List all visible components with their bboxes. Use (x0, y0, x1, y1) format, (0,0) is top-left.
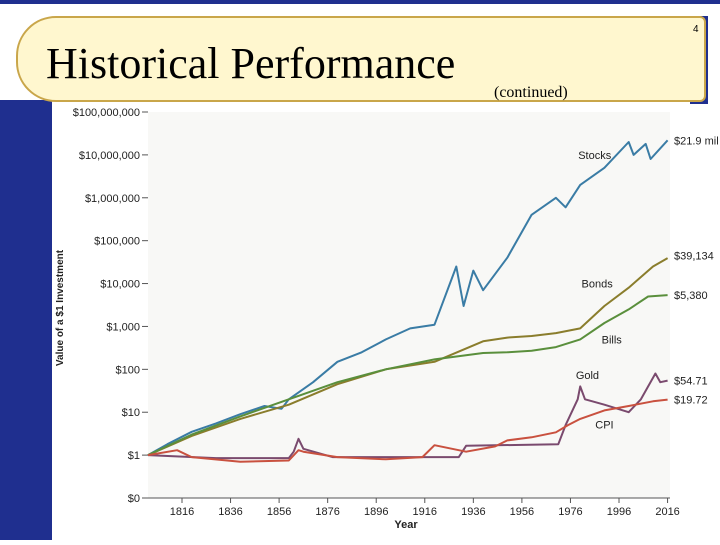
stocks-line (147, 139, 669, 456)
y-tick-label: $10,000,000 (79, 150, 140, 162)
y-tick-label: $1,000,000 (85, 193, 140, 205)
y-tick-label: $100 (116, 364, 140, 376)
x-tick-label: 1916 (413, 506, 437, 518)
x-tick-label: 1876 (315, 506, 339, 518)
left-sidebar-bar (0, 100, 52, 540)
y-tick-label: $100,000,000 (73, 107, 140, 119)
x-tick-label: 1856 (267, 506, 291, 518)
page-number: 4 (693, 24, 699, 35)
cpi-line (147, 398, 668, 463)
y-tick-label: $1,000 (106, 321, 140, 333)
bonds-annotation: Bonds (582, 279, 614, 291)
cpi-end-label: $19.72 (674, 395, 708, 407)
x-tick-label: 1936 (461, 506, 485, 518)
slide-subtitle: (continued) (494, 84, 568, 101)
x-tick-label: 1816 (170, 506, 194, 518)
x-tick-label: 1896 (364, 506, 388, 518)
bills-end-label: $5,380 (674, 290, 708, 302)
bonds-end-label: $39,134 (674, 251, 714, 263)
y-tick-label: $1 (128, 450, 140, 462)
top-strip (0, 0, 720, 4)
y-tick-label: $0 (128, 493, 140, 505)
x-axis-title: Year (394, 519, 418, 531)
stocks-end-label: $21.9 mil (674, 135, 719, 147)
x-tick-label: 1836 (218, 506, 242, 518)
y-axis-title: Value of a $1 Investment (55, 249, 66, 366)
gold-annotation: Gold (576, 370, 599, 382)
bills-line (147, 294, 668, 457)
gold-end-label: $54.71 (674, 376, 708, 388)
x-tick-label: 1956 (510, 506, 534, 518)
chart-container: $0 $1 $10 $100 $1,000 $10,000 $100,000 $1,000,0… (52, 104, 720, 540)
x-tick-label: 1996 (607, 506, 631, 518)
bills-annotation: Bills (602, 335, 623, 347)
y-tick-label: $10,000 (100, 279, 140, 291)
x-tick-label: 2016 (655, 506, 679, 518)
bonds-line (147, 257, 669, 457)
y-tick-label: $10 (122, 407, 140, 419)
slide-title: Historical Performance (46, 39, 456, 88)
plot-background (148, 112, 670, 498)
x-tick-label: 1976 (558, 506, 582, 518)
title-banner (16, 16, 706, 102)
stocks-annotation: Stocks (578, 150, 612, 162)
y-tick-label: $100,000 (94, 236, 140, 248)
cpi-annotation: CPI (595, 419, 613, 431)
performance-chart: $0 $1 $10 $100 $1,000 $10,000 $100,000 $1,000,0… (55, 107, 719, 531)
